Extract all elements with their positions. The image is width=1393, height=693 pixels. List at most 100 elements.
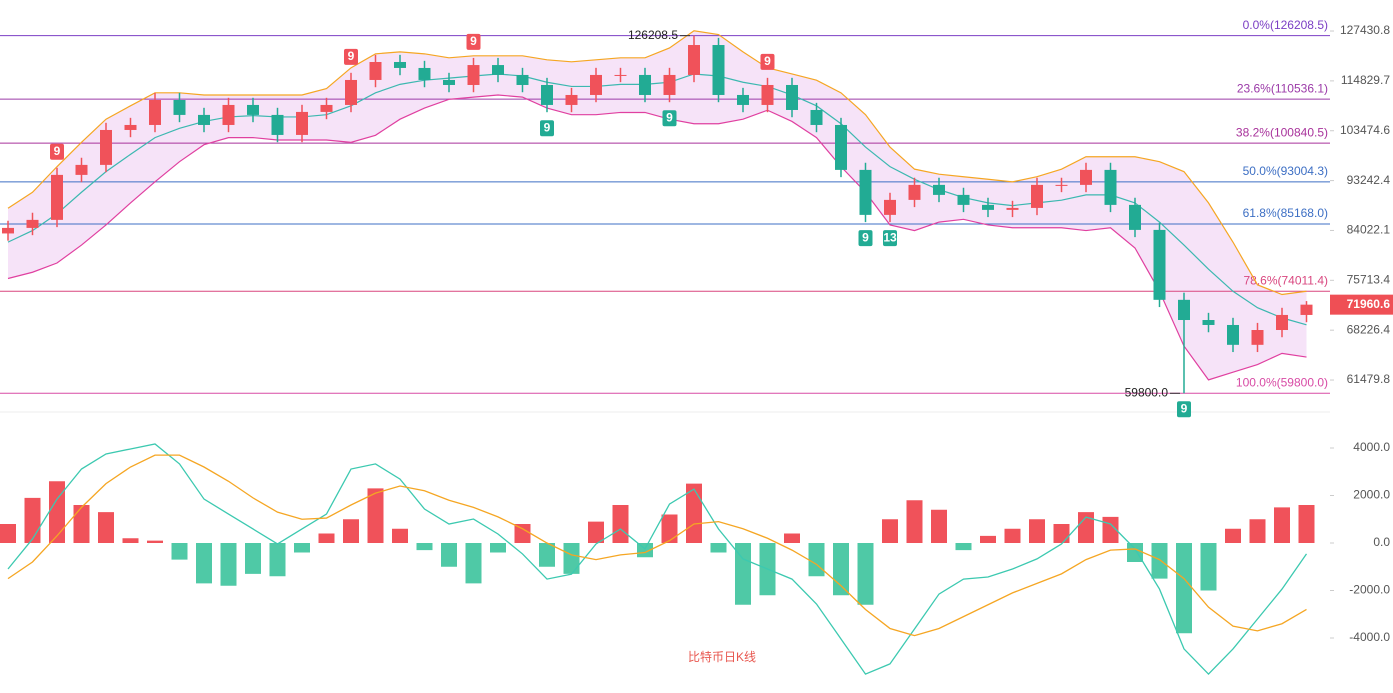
macd-bar (416, 543, 433, 551)
macd-bar (367, 488, 384, 544)
td-buy-label: 9 (1181, 401, 1188, 415)
td-sell-badge (344, 48, 358, 65)
candle-body (418, 67, 431, 80)
macd-bar (686, 483, 702, 544)
y-tick-label: 93242.4 (1347, 173, 1391, 187)
macd-bar (612, 505, 629, 544)
td-buy-label: 13 (883, 230, 897, 244)
candle-body (982, 204, 994, 210)
td-sell-label: 9 (470, 34, 477, 48)
macd-bar (294, 543, 310, 553)
td-sell-badge (760, 53, 775, 70)
candle-body (100, 129, 112, 165)
y-tick-label: 114829.7 (1341, 73, 1390, 87)
td-buy-badge (662, 110, 677, 127)
macd-bar (563, 543, 580, 574)
macd-bar (1249, 519, 1266, 544)
y-tick-label: 61479.8 (1347, 372, 1391, 386)
macd-bar (588, 521, 604, 544)
macd-bar (171, 543, 188, 560)
chart-title: 比特币日K线 (688, 649, 756, 664)
candle-body (492, 65, 504, 75)
candle-body (149, 99, 161, 125)
y-tick-label: 75713.4 (1347, 272, 1391, 286)
macd-bar (661, 514, 678, 544)
candle-body (859, 169, 872, 215)
candle-body (1202, 320, 1215, 325)
candle-body (467, 65, 480, 85)
candle-body (663, 74, 676, 95)
candle-body (1153, 229, 1166, 300)
fib-label: 50.0%(93004.3) (1243, 164, 1328, 178)
fib-label: 0.0%(126208.5) (1243, 18, 1328, 32)
candle-body (51, 174, 63, 220)
macd-bar (833, 543, 849, 596)
fib-label: 23.6%(110536.1) (1237, 81, 1328, 95)
macd-bar (539, 543, 555, 567)
candle-body (173, 99, 186, 115)
td-buy-badge (883, 230, 897, 247)
candle-body (786, 84, 798, 110)
macd-line (7, 443, 1308, 676)
fib-label: 100.0%(59800.0) (1236, 375, 1328, 389)
td-buy-badge (1177, 401, 1191, 418)
candle-body (639, 74, 651, 95)
macd-bar (1274, 507, 1290, 544)
band-fill (8, 30, 1307, 380)
y-tick-label: 2000.0 (1353, 488, 1390, 502)
macd-bar (735, 543, 751, 605)
macd-bar (465, 543, 482, 584)
macd-bar (1298, 505, 1315, 544)
y-tick-label: 127430.8 (1340, 23, 1390, 37)
candle-body (1055, 184, 1068, 186)
macd-bar (931, 509, 947, 544)
macd-bar (318, 533, 335, 544)
td-buy-badge (858, 230, 873, 247)
td-buy-label: 9 (544, 120, 551, 134)
candle-body (933, 184, 945, 195)
macd-bar (857, 543, 874, 605)
td-sell-badge (50, 143, 64, 160)
y-tick-label: 4000.0 (1353, 440, 1390, 454)
candle-body (247, 104, 259, 115)
fib-label: 61.8%(85168.0) (1243, 206, 1328, 220)
y-tick-label: 84022.1 (1347, 223, 1391, 237)
candle-body (443, 79, 455, 85)
macd-bar (24, 497, 41, 544)
last-price-tag (1330, 294, 1393, 315)
td-sell-label: 9 (348, 49, 355, 63)
candle-body (761, 84, 774, 105)
candle-body (222, 104, 235, 125)
y-tick-label: -2000.0 (1349, 583, 1390, 597)
fib-label: 78.6%(74011.4) (1243, 273, 1328, 287)
candle-body (688, 45, 700, 75)
macd-bar (245, 543, 261, 574)
last-price-label: 71960.6 (1347, 297, 1391, 311)
candle-body (541, 84, 553, 105)
band-upper (7, 30, 1307, 296)
candle-body (345, 79, 357, 105)
candle-body (835, 124, 847, 170)
macd-bar (490, 543, 506, 553)
y-tick-label: 103474.6 (1340, 123, 1390, 137)
macd-bar (1053, 524, 1070, 544)
td-buy-label: 9 (666, 110, 673, 124)
y-tick-label: 0.0 (1373, 535, 1390, 549)
candle-body (590, 74, 602, 95)
macd-bar (343, 519, 359, 544)
macd-bar (514, 524, 531, 544)
macd-bar (1225, 528, 1241, 544)
candle-body (737, 94, 749, 105)
candle-body (124, 124, 137, 130)
macd-bar (808, 543, 825, 577)
macd-bar (1151, 543, 1168, 579)
candle-body (1178, 299, 1190, 321)
macd-bar (392, 528, 408, 544)
macd-bar (980, 535, 996, 544)
macd-bar (637, 543, 653, 558)
macd-bar (269, 543, 286, 577)
macd-bar (710, 543, 727, 553)
macd-bar (1200, 543, 1217, 591)
